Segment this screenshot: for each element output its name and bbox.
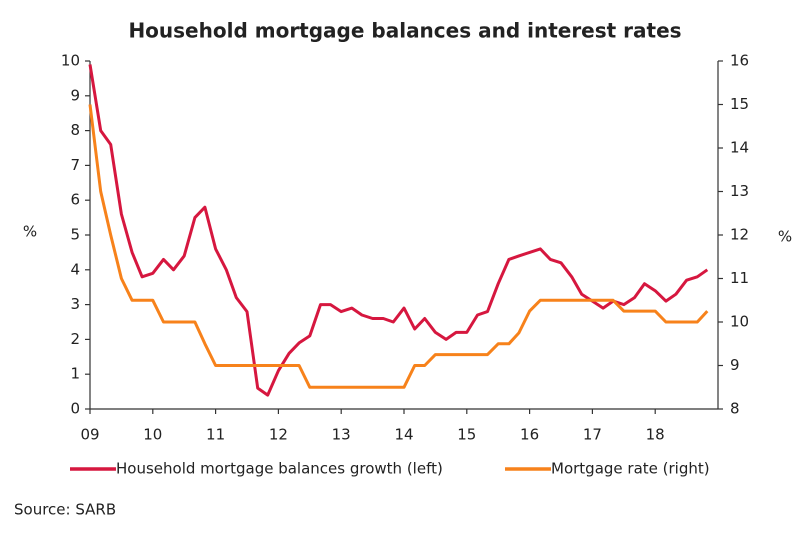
legend-label: Household mortgage balances growth (left… [116,460,443,478]
y-tick-label: 2 [70,330,80,348]
x-tick-label: 14 [394,426,413,444]
y-axis-label: % [23,223,37,241]
x-tick-label: 18 [646,426,665,444]
y-tick-label: 8 [70,121,80,139]
x-tick-label: 13 [332,426,351,444]
y2-tick-label: 16 [730,52,749,70]
y-tick-label: 10 [61,52,80,70]
y2-tick-label: 15 [730,95,749,113]
x-tick-label: 12 [269,426,288,444]
y2-tick-label: 14 [730,139,749,157]
chart-title: Household mortgage balances and interest… [128,19,681,43]
series-line [88,104,709,389]
x-tick-label: 10 [143,426,162,444]
x-tick-label: 09 [80,426,99,444]
y-tick-label: 1 [70,365,80,383]
y-tick-label: 5 [70,226,80,244]
y-tick-label: 9 [70,86,80,104]
y2-axis-label: % [778,228,792,246]
y2-tick-label: 8 [730,400,740,418]
y-tick-label: 4 [70,260,80,278]
legend-label: Mortgage rate (right) [551,460,710,478]
x-tick-label: 11 [206,426,225,444]
x-tick-label: 15 [457,426,476,444]
y-tick-label: 6 [70,191,80,209]
y2-tick-label: 11 [730,269,749,287]
y2-tick-label: 13 [730,182,749,200]
y2-tick-label: 12 [730,226,749,244]
series-line [88,64,709,397]
x-tick-label: 16 [520,426,539,444]
source: Source: SARB [14,501,116,519]
y-tick-label: 0 [70,400,80,418]
y-tick-label: 7 [70,156,80,174]
x-tick-label: 17 [583,426,602,444]
y-tick-label: 3 [70,295,80,313]
y2-tick-label: 10 [730,313,749,331]
y2-tick-label: 9 [730,356,740,374]
